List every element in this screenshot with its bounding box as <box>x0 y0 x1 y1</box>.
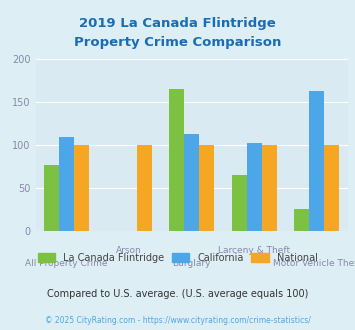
Legend: La Canada Flintridge, California, National: La Canada Flintridge, California, Nation… <box>34 249 321 267</box>
Text: Motor Vehicle Theft: Motor Vehicle Theft <box>273 259 355 268</box>
Bar <box>232 175 247 231</box>
Text: Arson: Arson <box>116 246 142 255</box>
Bar <box>44 165 59 231</box>
Bar <box>324 145 339 231</box>
Text: Property Crime Comparison: Property Crime Comparison <box>74 36 281 49</box>
Bar <box>294 209 309 231</box>
Bar <box>59 137 74 231</box>
Text: Burglary: Burglary <box>173 259 211 268</box>
Bar <box>74 145 89 231</box>
Bar <box>169 89 184 231</box>
Bar <box>247 143 262 231</box>
Bar <box>184 134 199 231</box>
Text: © 2025 CityRating.com - https://www.cityrating.com/crime-statistics/: © 2025 CityRating.com - https://www.city… <box>45 315 310 325</box>
Text: Larceny & Theft: Larceny & Theft <box>218 246 290 255</box>
Bar <box>199 145 214 231</box>
Bar <box>137 145 152 231</box>
Text: 2019 La Canada Flintridge: 2019 La Canada Flintridge <box>79 16 276 30</box>
Text: All Property Crime: All Property Crime <box>26 259 108 268</box>
Bar <box>262 145 277 231</box>
Bar <box>309 91 324 231</box>
Text: Compared to U.S. average. (U.S. average equals 100): Compared to U.S. average. (U.S. average … <box>47 289 308 299</box>
